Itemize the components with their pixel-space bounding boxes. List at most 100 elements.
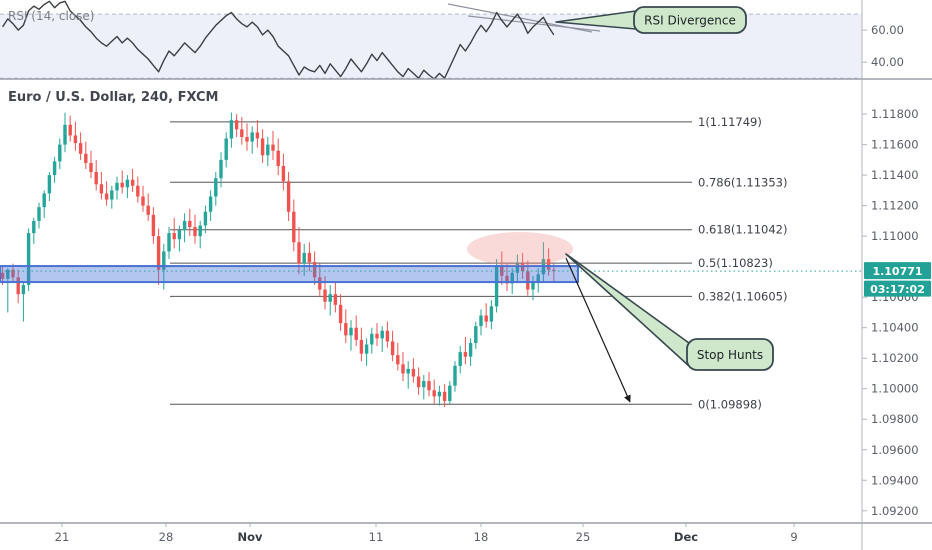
candle-body-up (125, 179, 130, 188)
candle-body-up (468, 342, 473, 357)
candle-body-down (141, 196, 145, 206)
candle-body-down (156, 236, 161, 270)
callout-balloon[interactable] (633, 6, 747, 34)
time-axis-month-label: Dec (674, 530, 698, 544)
candle-body-down (188, 220, 192, 227)
candle-body-down (323, 289, 327, 302)
candle-body-up (364, 344, 369, 354)
candle-body-down (276, 150, 280, 166)
price-axis-label: 1.09800 (871, 412, 919, 426)
candle-body-down (484, 315, 488, 322)
candle-body-up (21, 284, 26, 295)
candle-body-up (58, 144, 62, 162)
rsi-plot-line[interactable] (2, 0, 555, 80)
candle-body-down (385, 330, 390, 342)
fib-level-label: 0.5(1.10823) (698, 256, 773, 270)
candle-body-down (245, 136, 249, 142)
candle-body-up (198, 225, 202, 237)
candle-body-down (427, 381, 431, 391)
candle-body-down (463, 352, 468, 357)
candle-body-up (406, 368, 410, 374)
candle-body-down (318, 277, 322, 290)
price-axis-label: 1.09200 (871, 504, 919, 518)
stop-hunts-callout[interactable]: Stop Hunts (565, 253, 774, 371)
candle-body-up (458, 352, 462, 366)
symbol-title-legend[interactable]: Euro / U.S. Dollar, 240, FXCM (8, 90, 219, 105)
candle-body-up (214, 178, 218, 197)
candle-body-down (16, 277, 20, 295)
candle-body-down (193, 227, 197, 237)
candle-body-down (297, 242, 301, 264)
candle-body-up (370, 333, 374, 345)
candle-body-up (182, 220, 187, 231)
candle-body-up (479, 315, 483, 327)
candle-body-up (115, 182, 119, 191)
candle-body-up (302, 252, 306, 264)
candle-body-down (354, 327, 358, 340)
candle-body-up (328, 294, 332, 302)
rsi-divergence-callout[interactable]: RSI Divergence (555, 6, 747, 34)
candle-body-up (224, 138, 228, 160)
candle-body-down (333, 294, 338, 305)
candle-body-up (250, 132, 254, 142)
candle-body-up (349, 327, 353, 336)
candle-body-down (344, 323, 348, 336)
candle-body-down (78, 143, 83, 154)
candle-body-up (47, 175, 52, 194)
price-axis-label: 1.09600 (871, 443, 919, 457)
time-axis[interactable]: 21 28 Nov 11 18 25 Dec 9 (55, 523, 798, 544)
candle-body-down (89, 162, 93, 173)
candle-body-up (531, 281, 535, 290)
candle-body-up (6, 269, 10, 279)
price-axis-label: 1.11200 (871, 199, 919, 213)
candle-body-down (84, 153, 88, 163)
candle-body-down (255, 132, 260, 139)
candle-body-down (281, 165, 286, 182)
candle-body-down (68, 124, 72, 136)
candle-body-down (505, 275, 509, 284)
price-axis-label: 1.11800 (871, 107, 919, 121)
time-axis-label: 21 (55, 530, 70, 544)
time-axis-label: 25 (576, 530, 591, 544)
time-axis-label: 9 (790, 530, 797, 544)
candle-body-down (104, 193, 109, 200)
candle-body-up (489, 306, 494, 322)
fib-level-label: 0.786(1.11353) (698, 175, 787, 189)
candle-body-up (422, 381, 426, 388)
time-axis-label: 18 (474, 530, 489, 544)
fib-level-label: 1(1.11749) (698, 115, 762, 129)
price-axis-label: 1.10000 (871, 382, 919, 396)
candle-body-down (120, 182, 124, 188)
candle-body-up (32, 220, 36, 234)
countdown-badge-bg (864, 280, 931, 297)
candle-body-up (510, 272, 514, 284)
price-axis-label: 1.10400 (871, 321, 919, 335)
candle-body-up (52, 161, 57, 176)
rsi-divergence-trendline[interactable] (467, 15, 601, 32)
candle-body-up (536, 274, 540, 282)
callout-label: Stop Hunts (697, 348, 763, 362)
candle-body-down (94, 172, 98, 185)
candle-body-up (208, 196, 213, 212)
candle-body-up (42, 193, 46, 208)
callout-label: RSI Divergence (644, 14, 736, 28)
fib-level-label: 0(1.09898) (698, 397, 762, 411)
rsi-indicator-legend[interactable]: RSI (14, close) (8, 9, 94, 23)
candle-body-down (312, 262, 317, 278)
candle-body-down (338, 304, 343, 324)
candle-body-up (37, 207, 41, 221)
stop-hunt-ellipse[interactable] (467, 232, 573, 266)
last-price-value: 1.10771 (872, 265, 922, 278)
stop-hunt-arrow[interactable] (565, 257, 631, 403)
time-axis-label: 11 (369, 530, 384, 544)
callout-balloon[interactable] (686, 338, 774, 371)
candle-body-up (203, 211, 208, 226)
candle-body-down (416, 376, 421, 388)
rsi-axis-label: 60.00 (871, 23, 904, 37)
support-zone-rectangle[interactable] (0, 265, 579, 284)
candle-body-down (390, 341, 395, 356)
candle-body-down (271, 144, 275, 151)
price-pane[interactable]: 1(1.11749) 0.786(1.11353) 0.618(1.11042) 0.… (0, 112, 862, 412)
